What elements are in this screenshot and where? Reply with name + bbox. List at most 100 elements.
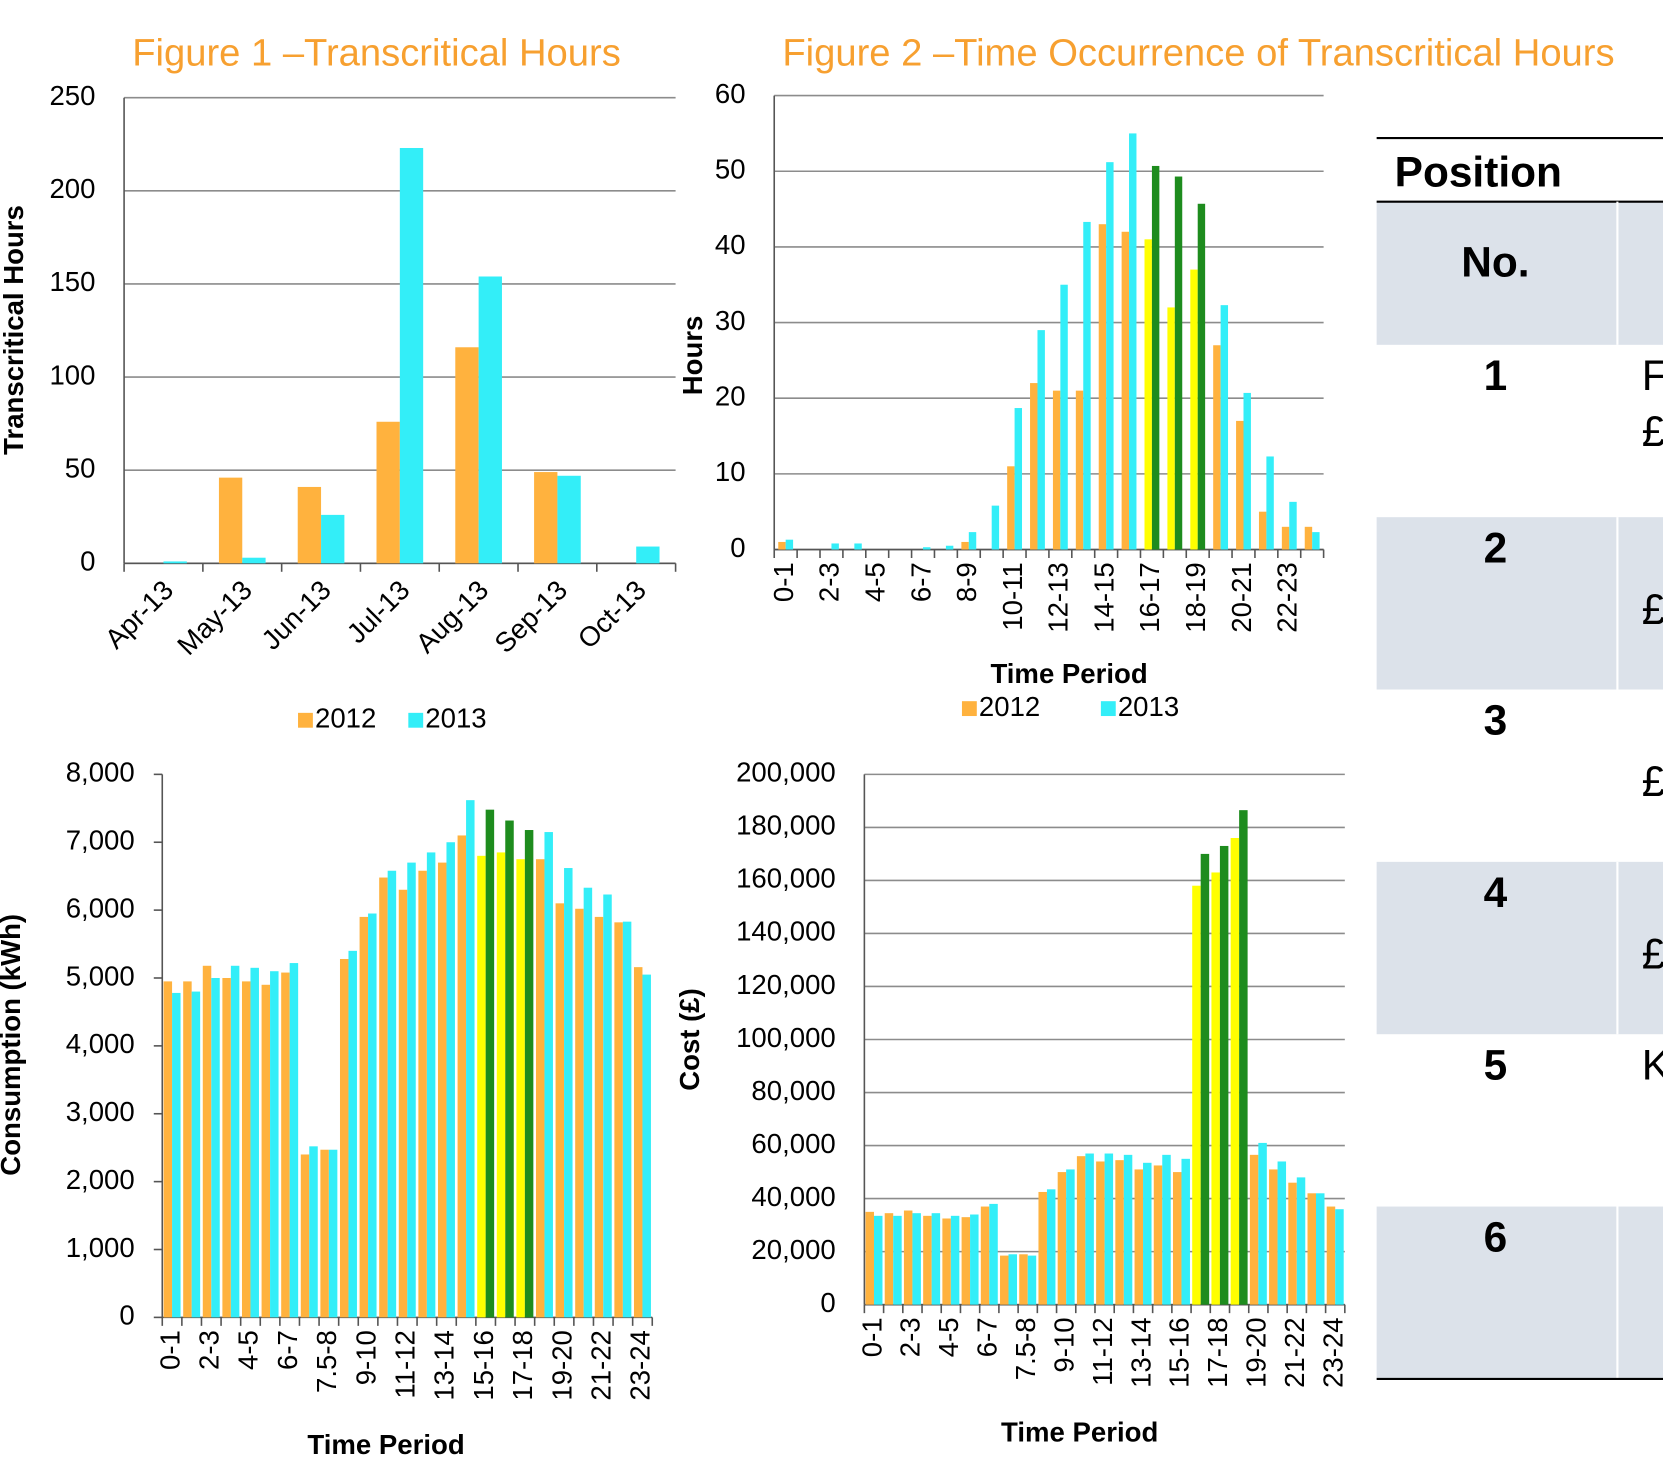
bar (1304, 526, 1313, 550)
bar (202, 965, 212, 1318)
bar (516, 859, 525, 1318)
bar (893, 1215, 902, 1305)
bar (557, 475, 581, 564)
x-tick-label: 11-12 (390, 1330, 421, 1398)
bar (1098, 224, 1107, 550)
bar (1106, 162, 1114, 550)
bar (524, 830, 534, 1318)
y-tick-label: 50 (65, 452, 96, 483)
bar (321, 514, 345, 564)
y-tick-label: 140,000 (736, 916, 836, 947)
bar (961, 541, 969, 550)
x-tick-label: 16-17 (1134, 562, 1165, 633)
y-tick-label: 5,000 (66, 960, 135, 991)
legend-swatch (408, 712, 424, 728)
bar (535, 859, 545, 1318)
table: Position No. 1 F £2 £3 £4 £5 K 6 (1376, 136, 1663, 1380)
bar (222, 977, 231, 1318)
bar (1083, 221, 1091, 550)
y-tick-label: 6,000 (66, 892, 135, 923)
y-axis-label: Hours (677, 316, 708, 396)
bar (544, 832, 553, 1318)
bar (300, 1154, 310, 1318)
bar (1312, 532, 1320, 550)
row-band (1376, 517, 1663, 690)
chart-title: Figure 2 –Time Occurrence of Transcritic… (782, 31, 1614, 74)
bar (1230, 837, 1240, 1305)
bar (320, 1149, 329, 1318)
bar (485, 809, 495, 1318)
bar (339, 958, 349, 1318)
bar (1172, 1172, 1182, 1305)
bar (903, 1210, 913, 1305)
y-tick-label: 1,000 (66, 1232, 135, 1263)
bar (379, 877, 388, 1318)
x-tick-label: 21-22 (1279, 1317, 1310, 1388)
bar (1134, 1169, 1144, 1305)
x-tick-label: 0-1 (768, 562, 799, 602)
bar (387, 870, 397, 1318)
y-tick-label: 80,000 (751, 1075, 835, 1106)
bar (1046, 1189, 1056, 1305)
bar (1027, 1255, 1037, 1305)
cell-text: £ (1642, 758, 1663, 805)
y-tick-label: 30 (715, 305, 746, 336)
bar (1219, 845, 1229, 1305)
x-tick-label: 13-14 (1125, 1317, 1156, 1388)
bar (348, 950, 357, 1318)
bar (555, 903, 565, 1318)
bar (309, 1146, 318, 1318)
x-tick-label: 7.5-8 (1010, 1317, 1041, 1380)
bar (564, 868, 573, 1318)
x-tick-label: 4-5 (933, 1317, 964, 1357)
bar (1258, 1142, 1267, 1305)
row-number: 2 (1484, 524, 1508, 571)
x-tick-label: 19-20 (1241, 1317, 1272, 1388)
bar (1326, 1206, 1336, 1305)
x-tick-label: 9-10 (350, 1330, 381, 1385)
x-axis-label: Time Period (990, 658, 1147, 689)
legend-swatch (298, 712, 313, 728)
cell-text: £ (1642, 931, 1663, 978)
bar (1019, 1254, 1028, 1305)
bar (242, 557, 266, 564)
row-number: 5 (1484, 1041, 1508, 1088)
cell-text: F (1642, 352, 1663, 399)
y-tick-label: 0 (820, 1287, 835, 1318)
y-tick-label: 8,000 (66, 757, 135, 788)
row-band (1376, 861, 1663, 1035)
bar (1296, 1177, 1306, 1305)
y-tick-label: 40,000 (751, 1181, 835, 1212)
bar (1197, 203, 1206, 550)
bar (854, 543, 862, 550)
bar (446, 842, 455, 1318)
x-tick-label: 6-7 (272, 1330, 303, 1370)
bar (1288, 1182, 1297, 1305)
y-tick-label: 180,000 (736, 810, 836, 841)
bar (270, 971, 279, 1318)
bar (230, 965, 240, 1318)
bar (376, 421, 400, 564)
bar (496, 852, 506, 1318)
bar (1129, 133, 1137, 550)
x-tick-label: 23-24 (1317, 1317, 1348, 1388)
bar (1266, 456, 1274, 550)
bar (1190, 269, 1198, 550)
bar (636, 546, 660, 564)
x-tick-label: 0-1 (856, 1317, 887, 1357)
bar (1167, 307, 1175, 550)
bar (1181, 1158, 1190, 1305)
bar (1030, 383, 1038, 550)
y-tick-label: 250 (49, 80, 95, 111)
bar (1211, 872, 1220, 1305)
bar (942, 1218, 951, 1305)
bar (1144, 239, 1152, 550)
y-tick-label: 0 (119, 1300, 134, 1331)
y-tick-label: 40 (715, 229, 746, 260)
y-tick-label: 200 (49, 173, 95, 204)
x-tick-label: 2-3 (194, 1330, 225, 1370)
bar (437, 862, 447, 1318)
bar (466, 800, 475, 1318)
bar (950, 1215, 960, 1305)
